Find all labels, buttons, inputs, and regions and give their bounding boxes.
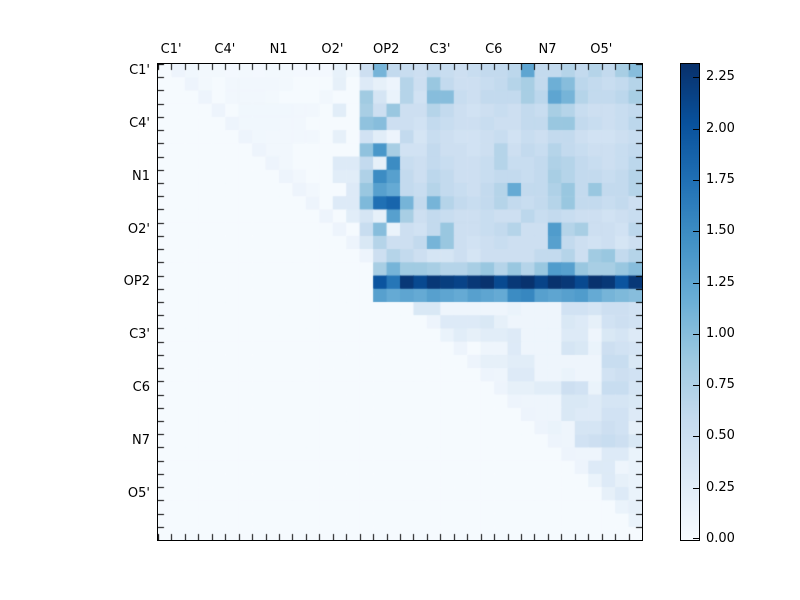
colorbar-tick-label: 1.75	[706, 171, 735, 187]
y-tick-label: N1	[132, 168, 150, 184]
x-tick-label: O2'	[321, 42, 344, 57]
colorbar-tick	[693, 334, 699, 335]
colorbar-tick-label: 2.00	[706, 120, 735, 136]
x-tick-label: C3'	[429, 42, 451, 57]
y-tick-label: O5'	[127, 486, 150, 502]
colorbar-tick-label: 0.50	[706, 428, 735, 444]
colorbar-tick	[693, 180, 699, 181]
x-tick-label: O5'	[590, 42, 613, 57]
colorbar-tick-label: 1.00	[706, 325, 735, 341]
y-tick-label: C4'	[129, 115, 150, 131]
colorbar-tick	[693, 436, 699, 437]
x-tick-label: N7	[538, 42, 557, 57]
x-tick-label: C4'	[214, 42, 236, 57]
y-tick-label: C6	[132, 380, 150, 396]
colorbar-tick	[693, 538, 699, 539]
x-tick-label: N1	[269, 42, 288, 57]
colorbar	[680, 63, 700, 541]
heatmap-plot	[157, 63, 643, 541]
colorbar-tick-label: 0.25	[706, 479, 735, 495]
heatmap-canvas	[158, 64, 642, 540]
colorbar-tick	[693, 385, 699, 386]
x-tick-label: C6	[485, 42, 503, 57]
colorbar-tick-label: 0.00	[706, 531, 735, 546]
colorbar-tick	[693, 283, 699, 284]
y-tick-label: N7	[132, 433, 150, 449]
colorbar-tick	[693, 488, 699, 489]
y-tick-label: C1'	[129, 62, 150, 78]
colorbar-tick	[693, 129, 699, 130]
y-tick-label: OP2	[123, 274, 150, 290]
colorbar-gradient	[681, 64, 699, 540]
colorbar-tick-label: 1.50	[706, 223, 735, 239]
x-tick-label: OP2	[373, 42, 400, 57]
x-tick-label: C1'	[160, 42, 182, 57]
colorbar-tick-label: 2.25	[706, 69, 735, 85]
colorbar-tick	[693, 77, 699, 78]
colorbar-tick-label: 0.75	[706, 377, 735, 393]
y-tick-label: C3'	[129, 327, 150, 343]
colorbar-tick-label: 1.25	[706, 274, 735, 290]
colorbar-tick	[693, 231, 699, 232]
y-tick-label: O2'	[127, 221, 150, 237]
